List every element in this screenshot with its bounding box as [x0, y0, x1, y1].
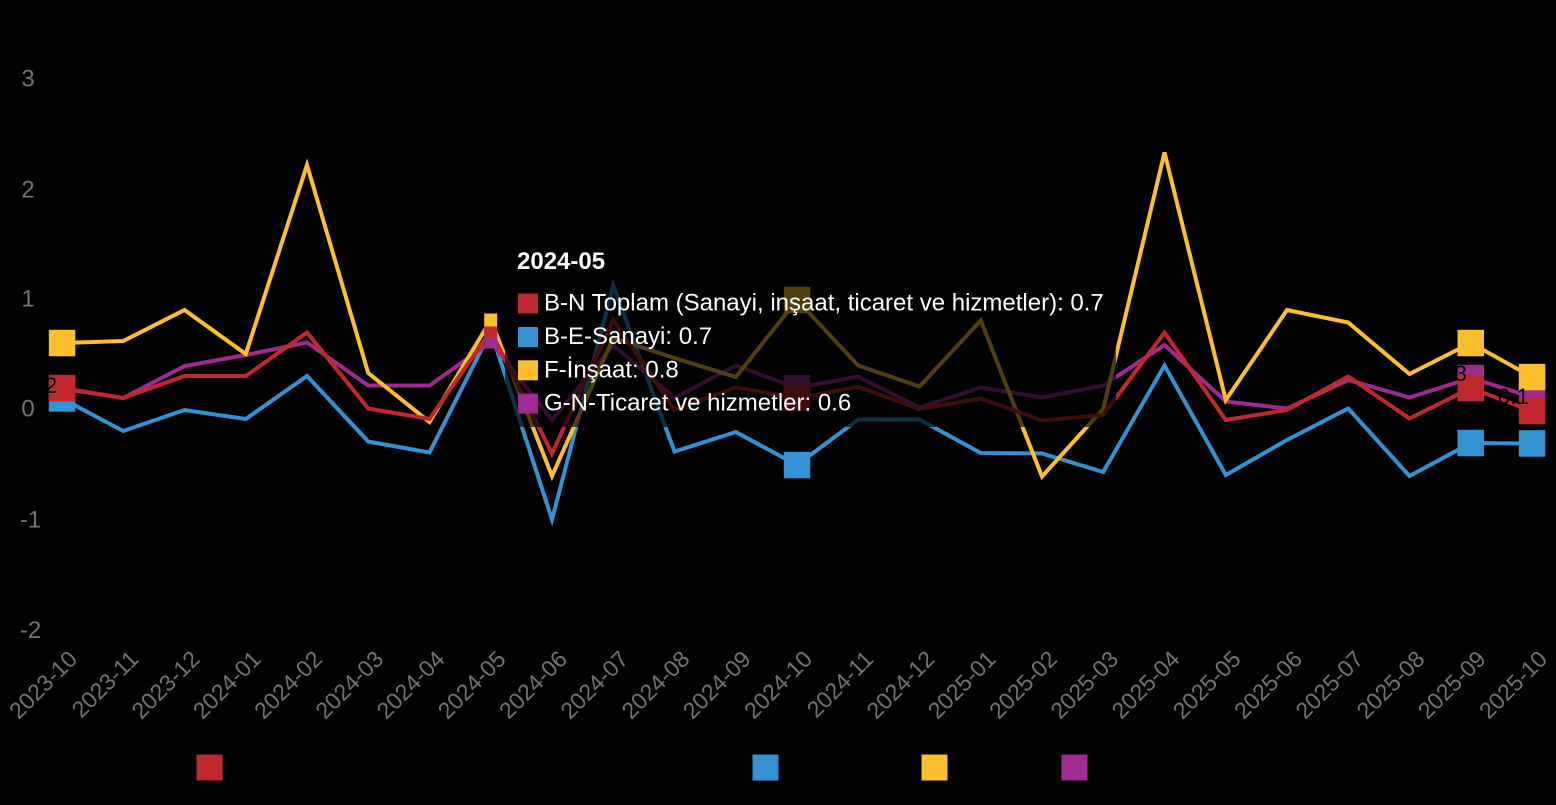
svg-text:F-İnşaat: 0.8: F-İnşaat: 0.8	[544, 356, 679, 383]
svg-text:0.1: 0.1	[1498, 384, 1529, 409]
svg-text:2024-05: 2024-05	[517, 248, 605, 275]
svg-text:0: 0	[21, 396, 34, 423]
svg-text:G-N-Ticaret ve hizmetler: 0.6: G-N-Ticaret ve hizmetler: 0.6	[544, 390, 851, 417]
svg-text:1: 1	[21, 286, 34, 313]
svg-text:2: 2	[21, 177, 34, 204]
svg-text:3: 3	[21, 66, 34, 93]
svg-text:-1: -1	[20, 507, 41, 534]
svg-text:B-E-Sanayi: 0.7: B-E-Sanayi: 0.7	[544, 323, 712, 350]
svg-text:-2: -2	[20, 617, 41, 644]
svg-text:0.3: 0.3	[1436, 361, 1467, 386]
svg-text:0.2: 0.2	[26, 373, 57, 398]
svg-text:B-N Toplam (Sanayi, inşaat, ti: B-N Toplam (Sanayi, inşaat, ticaret ve h…	[544, 290, 1104, 317]
